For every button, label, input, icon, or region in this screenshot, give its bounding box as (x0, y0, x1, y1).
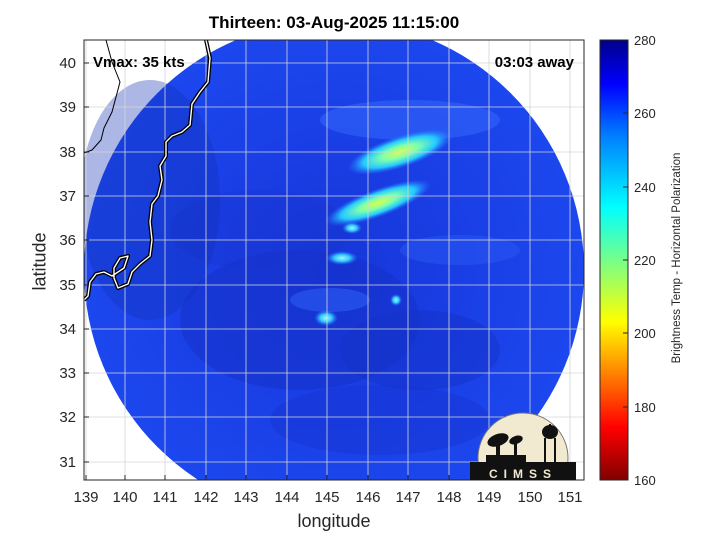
x-tick-label: 144 (274, 489, 299, 506)
map-title: Thirteen: 03-Aug-2025 11:15:00 (208, 13, 460, 32)
y-tick-label: 33 (59, 365, 76, 382)
y-tick-label: 38 (59, 144, 76, 161)
x-tick-label: 147 (395, 489, 420, 506)
grid (84, 40, 584, 480)
y-tick-label: 35 (59, 277, 76, 294)
x-tick-label: 139 (73, 489, 98, 506)
colorbar-label: Brightness Temp - Horizontal Polarizatio… (671, 152, 683, 364)
y-tick-label: 32 (59, 409, 76, 426)
axes-frame (83, 39, 585, 481)
x-tick-label: 150 (517, 489, 542, 506)
satellite-swath (84, 40, 584, 480)
x-tick-label: 151 (557, 489, 582, 506)
logo-text: CIMSS (489, 467, 557, 481)
colorbar-tick-label: 280 (634, 33, 656, 48)
cimss-logo: CIMSS (470, 412, 576, 481)
colorbar-tick-label: 240 (634, 180, 656, 195)
x-tick-label: 145 (314, 489, 339, 506)
x-tick-label: 148 (436, 489, 461, 506)
x-tick-label: 141 (152, 489, 177, 506)
y-tick-label: 39 (59, 99, 76, 116)
x-tick-label: 142 (193, 489, 218, 506)
colorbar-tick-label: 220 (634, 253, 656, 268)
time-away-label: 03:03 away (495, 54, 575, 71)
x-tick-label: 146 (355, 489, 380, 506)
y-tick-label: 40 (59, 55, 76, 72)
coastline (84, 40, 212, 302)
x-tick-label: 149 (476, 489, 501, 506)
y-tick-label: 36 (59, 232, 76, 249)
colorbar-tick-label: 160 (634, 473, 656, 488)
x-axis-label: longitude (297, 511, 371, 531)
y-axis-label: latitude (29, 232, 50, 291)
x-tick-label: 140 (112, 489, 137, 506)
y-tick-label: 37 (59, 188, 76, 205)
colorbar-tick-label: 180 (634, 400, 656, 415)
x-tick-label: 143 (233, 489, 258, 506)
colorbar-tick-label: 200 (634, 326, 656, 341)
colorbar-tick-label: 260 (634, 106, 656, 121)
y-tick-label: 31 (59, 454, 76, 471)
vmax-label: Vmax: 35 kts (93, 54, 185, 71)
y-tick-label: 34 (59, 321, 76, 338)
